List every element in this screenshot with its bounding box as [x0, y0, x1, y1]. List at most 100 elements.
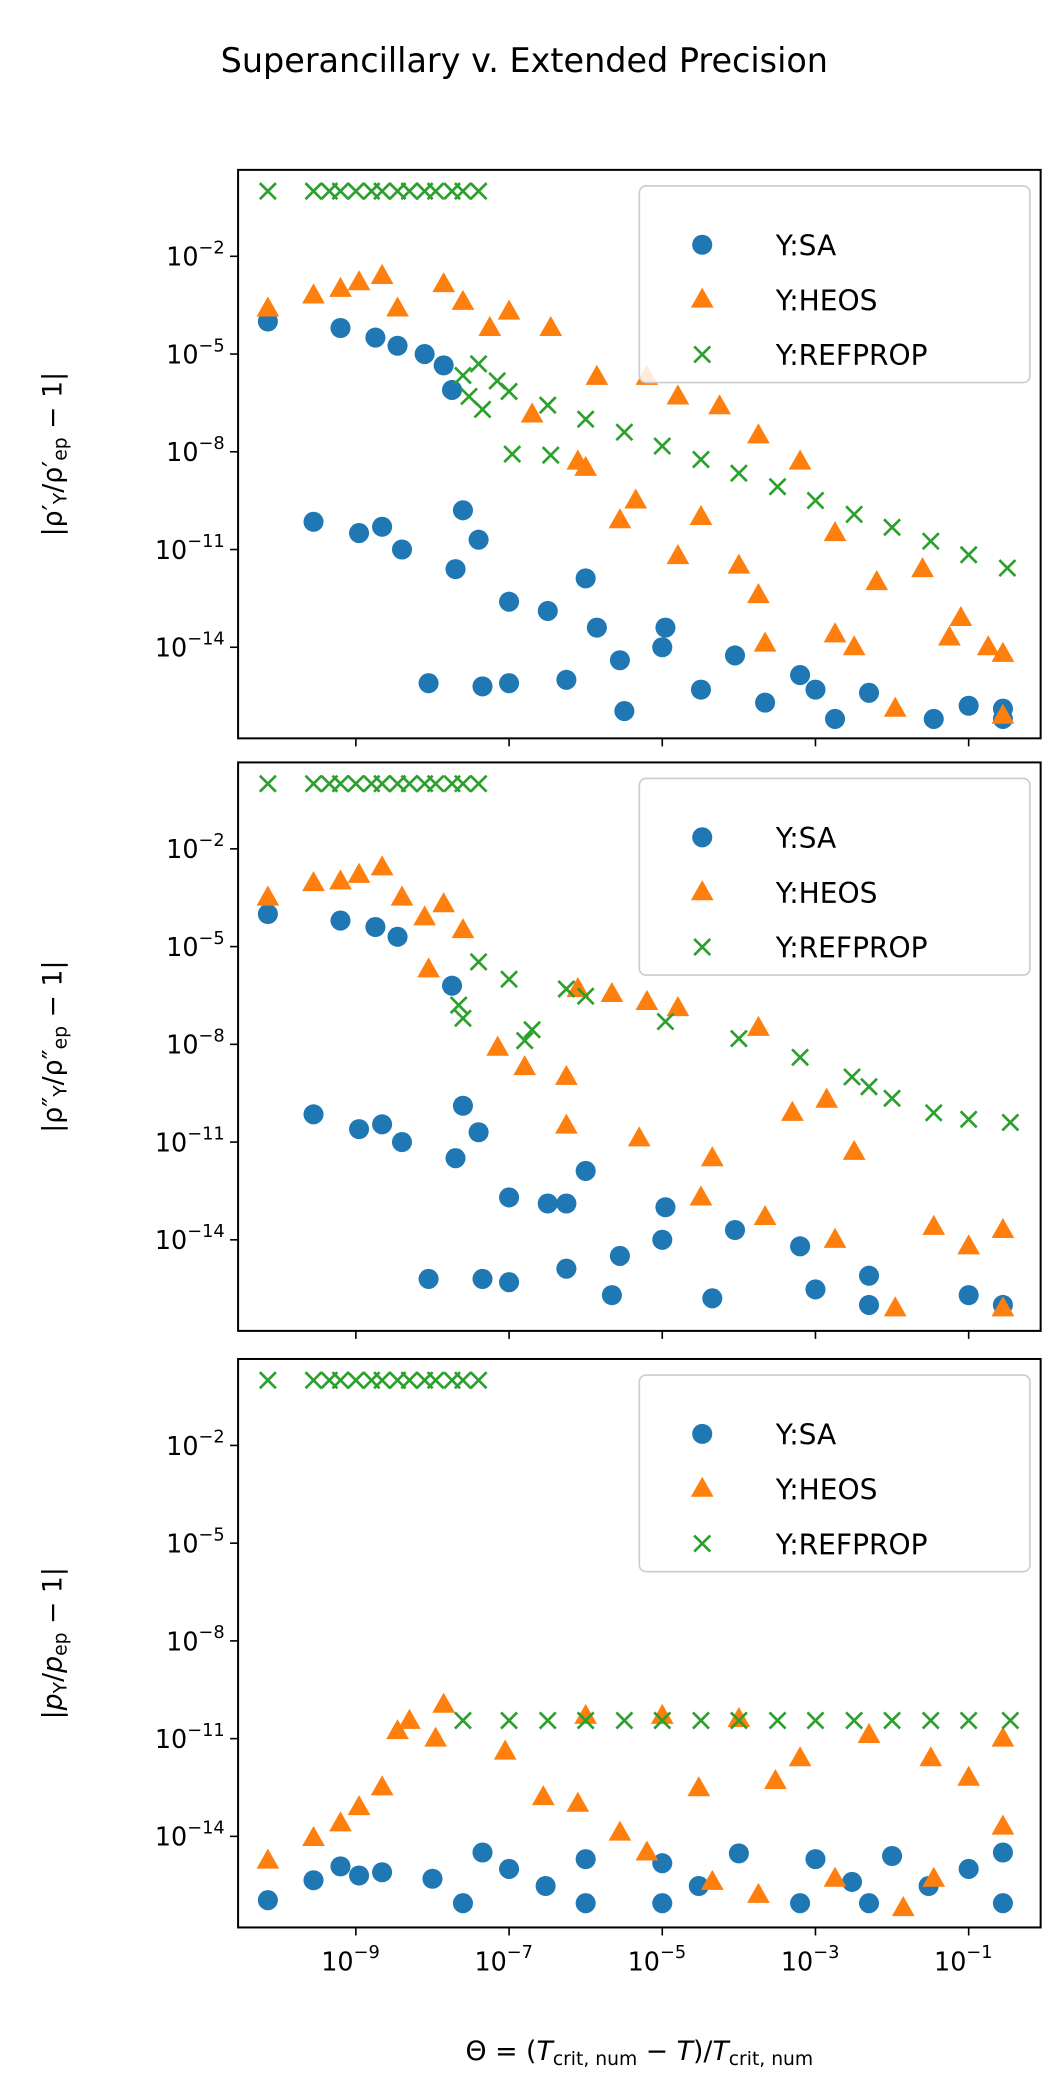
data-point-heos — [520, 402, 544, 423]
data-point-refprop — [921, 532, 940, 551]
data-point-heos — [700, 1869, 724, 1890]
series-heos — [256, 1692, 1015, 1917]
data-point-heos — [781, 1100, 804, 1121]
data-point-heos — [574, 1703, 598, 1724]
label-part: crit, num — [553, 2049, 637, 2070]
data-point-heos — [747, 583, 770, 604]
legend-entry-refprop: Y:REFPROP — [693, 1528, 928, 1561]
data-point-heos — [624, 488, 648, 509]
legend-label: Y:HEOS — [775, 1473, 878, 1506]
data-point-sa — [858, 1294, 880, 1315]
data-point-heos — [424, 1726, 448, 1747]
data-point-heos — [386, 1719, 409, 1740]
y-tick-label: 10−14 — [155, 1818, 225, 1852]
data-point-sa — [499, 1858, 520, 1879]
data-point-heos — [666, 384, 690, 405]
data-point-refprop — [541, 446, 560, 465]
data-point-heos — [585, 364, 609, 385]
data-point-refprop — [515, 1031, 534, 1050]
data-point-sa — [824, 708, 846, 729]
data-point-refprop — [523, 1020, 542, 1039]
data-point-heos — [747, 1015, 770, 1036]
legend-entry-heos: Y:HEOS — [690, 284, 877, 317]
data-point-refprop — [453, 182, 472, 201]
data-point-heos — [386, 296, 409, 317]
data-point-sa — [452, 500, 473, 521]
data-point-sa — [257, 903, 278, 925]
data-point-sa — [433, 355, 454, 376]
data-point-refprop — [691, 1711, 710, 1730]
data-point-sa — [805, 1849, 826, 1870]
data-point-sa — [575, 1849, 596, 1870]
data-point-heos — [566, 1791, 590, 1812]
legend-label: Y:SA — [775, 1419, 836, 1452]
data-point-refprop — [576, 410, 595, 429]
data-point-refprop — [258, 1371, 277, 1390]
data-point-heos — [919, 1746, 943, 1767]
data-point-sa — [387, 926, 408, 947]
data-point-refprop — [453, 1711, 472, 1730]
data-point-heos — [753, 1204, 777, 1226]
legend-marker-triangle — [690, 880, 714, 901]
data-point-sa — [790, 1893, 811, 1914]
panel-1: 10−2 10−5 10−8 10−11 10−14 |ρ′Y/ρ′ep − 1| Y:SA… — [38, 168, 1042, 747]
label-part: ep — [50, 1633, 71, 1656]
legend-entry-heos: Y:HEOS — [690, 877, 877, 910]
data-point-sa — [365, 916, 386, 938]
data-point-refprop — [304, 182, 323, 201]
data-point-sa — [372, 516, 393, 537]
data-point-sa — [349, 523, 370, 544]
data-point-refprop — [806, 1711, 825, 1730]
data-point-heos — [865, 570, 889, 591]
y-axis-label: |ρ″Y/ρ″ep − 1| — [38, 961, 72, 1133]
data-point-refprop — [258, 774, 277, 793]
data-point-refprop — [346, 1371, 365, 1390]
data-point-refprop — [615, 423, 634, 442]
legend-box — [638, 185, 1031, 384]
data-point-sa — [556, 1193, 577, 1214]
legend-entry-refprop: Y:REFPROP — [693, 932, 928, 965]
data-point-heos — [539, 315, 563, 337]
data-point-sa — [472, 1842, 493, 1863]
data-point-heos — [823, 1227, 847, 1248]
data-point-heos — [432, 892, 456, 913]
data-point-heos — [666, 996, 690, 1017]
legend-marker-x — [693, 345, 712, 364]
data-point-heos — [747, 423, 770, 444]
data-point-sa — [499, 1272, 520, 1293]
data-point-refprop — [304, 774, 323, 793]
data-point-refprop — [924, 1103, 943, 1122]
data-point-refprop — [258, 182, 277, 201]
data-point-refprop — [426, 774, 445, 793]
data-point-heos — [627, 1126, 651, 1147]
data-point-refprop — [331, 1371, 350, 1390]
data-point-refprop — [653, 1711, 672, 1730]
data-point-sa — [452, 1095, 473, 1116]
data-point-sa — [414, 344, 435, 365]
legend-entry-sa: Y:SA — [692, 1419, 836, 1452]
data-point-heos — [302, 283, 325, 304]
data-point-sa — [468, 1122, 489, 1143]
data-point-sa — [575, 1893, 596, 1914]
series-heos — [256, 855, 1015, 1317]
series-refprop — [258, 182, 1017, 578]
x-axis-label: Θ = (Tcrit, num − T)/Tcrit, num — [466, 2036, 814, 2070]
data-point-heos — [417, 957, 440, 978]
data-point-refprop — [768, 477, 787, 496]
legend-marker-triangle — [690, 1476, 714, 1497]
plot-area — [256, 774, 1020, 1317]
data-point-heos — [574, 455, 598, 476]
data-point-refprop — [883, 1711, 902, 1730]
data-point-refprop — [959, 545, 978, 564]
data-point-heos — [302, 1825, 325, 1847]
data-point-sa — [330, 910, 351, 931]
y-tick-label: 10−5 — [166, 928, 225, 962]
y-tick-label: 10−2 — [166, 238, 225, 272]
data-point-heos — [390, 885, 414, 906]
data-point-sa — [537, 600, 558, 621]
data-point-heos — [883, 696, 907, 717]
data-point-refprop — [453, 366, 472, 385]
data-point-sa — [609, 1245, 630, 1266]
legend-entry-sa: Y:SA — [692, 229, 836, 262]
